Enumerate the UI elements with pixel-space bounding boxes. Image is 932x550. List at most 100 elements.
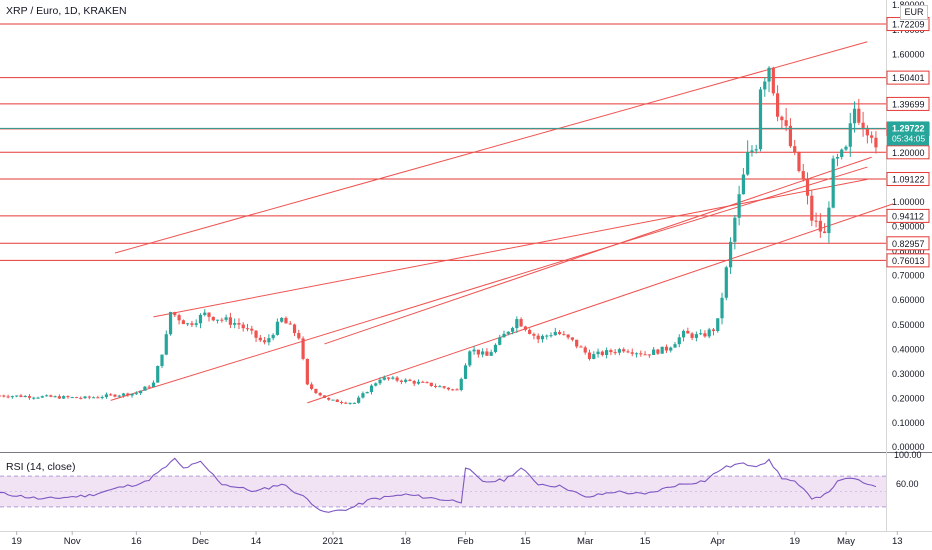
candle xyxy=(96,395,100,399)
candle xyxy=(2,394,6,398)
candle-body xyxy=(27,396,32,398)
candle-body xyxy=(207,312,211,317)
candle xyxy=(339,400,344,405)
candle xyxy=(652,347,656,355)
candle-body xyxy=(570,337,574,340)
candle xyxy=(699,329,703,336)
candle xyxy=(190,320,194,327)
candle xyxy=(15,395,19,398)
candle xyxy=(579,345,583,348)
candle-body xyxy=(690,333,694,338)
candle xyxy=(292,323,297,337)
candle-body xyxy=(669,347,673,351)
candle-body xyxy=(639,353,643,355)
candle xyxy=(143,386,147,391)
level-label-box xyxy=(886,96,930,111)
level-axis-label: 0.82957 xyxy=(886,236,930,251)
candle-body xyxy=(310,384,314,389)
candle-body xyxy=(70,397,74,399)
candle xyxy=(181,319,185,325)
level-label-box xyxy=(886,208,930,223)
candle-body xyxy=(677,337,681,345)
candle xyxy=(711,327,716,336)
candle xyxy=(327,397,331,401)
time-tick-label: 18 xyxy=(400,536,411,547)
candle-body xyxy=(134,393,138,395)
candle-body xyxy=(793,146,797,153)
candle xyxy=(468,350,472,368)
level-label-text: 1.50401 xyxy=(892,73,925,83)
candle xyxy=(113,394,117,398)
candle-body xyxy=(455,389,459,391)
candle-body xyxy=(861,122,865,128)
candle-body xyxy=(331,399,335,401)
candle-body xyxy=(292,324,297,334)
candle xyxy=(823,223,827,234)
candle xyxy=(814,212,818,228)
candle xyxy=(263,336,267,345)
time-tick-label: Apr xyxy=(710,536,725,547)
candle-body xyxy=(408,379,412,382)
candle-body xyxy=(344,402,348,404)
candle-body xyxy=(143,386,147,391)
candle-body xyxy=(797,152,801,172)
candle xyxy=(23,395,27,398)
candle xyxy=(801,163,805,182)
candle xyxy=(126,392,130,397)
time-tick-label: 16 xyxy=(131,536,142,547)
candle-body xyxy=(788,125,793,147)
candle-body xyxy=(540,335,545,340)
candle xyxy=(156,365,160,383)
level-axis-label: 0.94112 xyxy=(886,208,930,223)
candle xyxy=(267,334,271,346)
candle xyxy=(489,349,493,357)
candle xyxy=(703,330,707,338)
level-axis-label: 1.50401 xyxy=(886,70,930,85)
candle-body xyxy=(130,393,134,396)
channel-line xyxy=(307,203,894,404)
candle xyxy=(784,108,788,132)
price-tick-label: 0.40000 xyxy=(892,344,925,354)
candle-body xyxy=(523,326,527,330)
candle xyxy=(386,377,391,381)
candle xyxy=(258,334,262,342)
candle xyxy=(186,322,190,327)
candle xyxy=(412,380,416,387)
candle-body xyxy=(630,352,634,354)
candle xyxy=(664,344,669,353)
candle xyxy=(310,382,314,391)
candle xyxy=(493,343,498,354)
candle-body xyxy=(699,333,703,335)
candle-body xyxy=(566,334,570,338)
candle xyxy=(220,317,224,323)
candle-body xyxy=(780,116,784,121)
candle-body xyxy=(6,396,10,398)
candle-body xyxy=(656,349,660,354)
candle-body xyxy=(528,329,532,334)
candle xyxy=(476,349,480,358)
candle xyxy=(498,334,502,346)
candle xyxy=(399,379,403,385)
candle xyxy=(519,317,523,327)
candle xyxy=(720,292,724,325)
candle xyxy=(109,393,113,396)
price-tick-label: 0.70000 xyxy=(892,271,925,281)
candle-body xyxy=(429,382,433,386)
candle-body xyxy=(767,67,771,82)
candle xyxy=(224,314,228,322)
candle-body xyxy=(874,137,878,148)
candle xyxy=(117,394,121,399)
candle xyxy=(203,309,207,317)
currency-label[interactable]: EUR xyxy=(900,5,928,20)
candle xyxy=(404,378,408,384)
candle-body xyxy=(10,396,14,398)
candle-body xyxy=(476,349,480,355)
candle xyxy=(19,394,23,398)
candle xyxy=(357,395,361,404)
candle xyxy=(100,395,104,400)
candle-body xyxy=(15,395,19,397)
candle-body xyxy=(818,220,822,232)
candle-body xyxy=(220,319,224,321)
